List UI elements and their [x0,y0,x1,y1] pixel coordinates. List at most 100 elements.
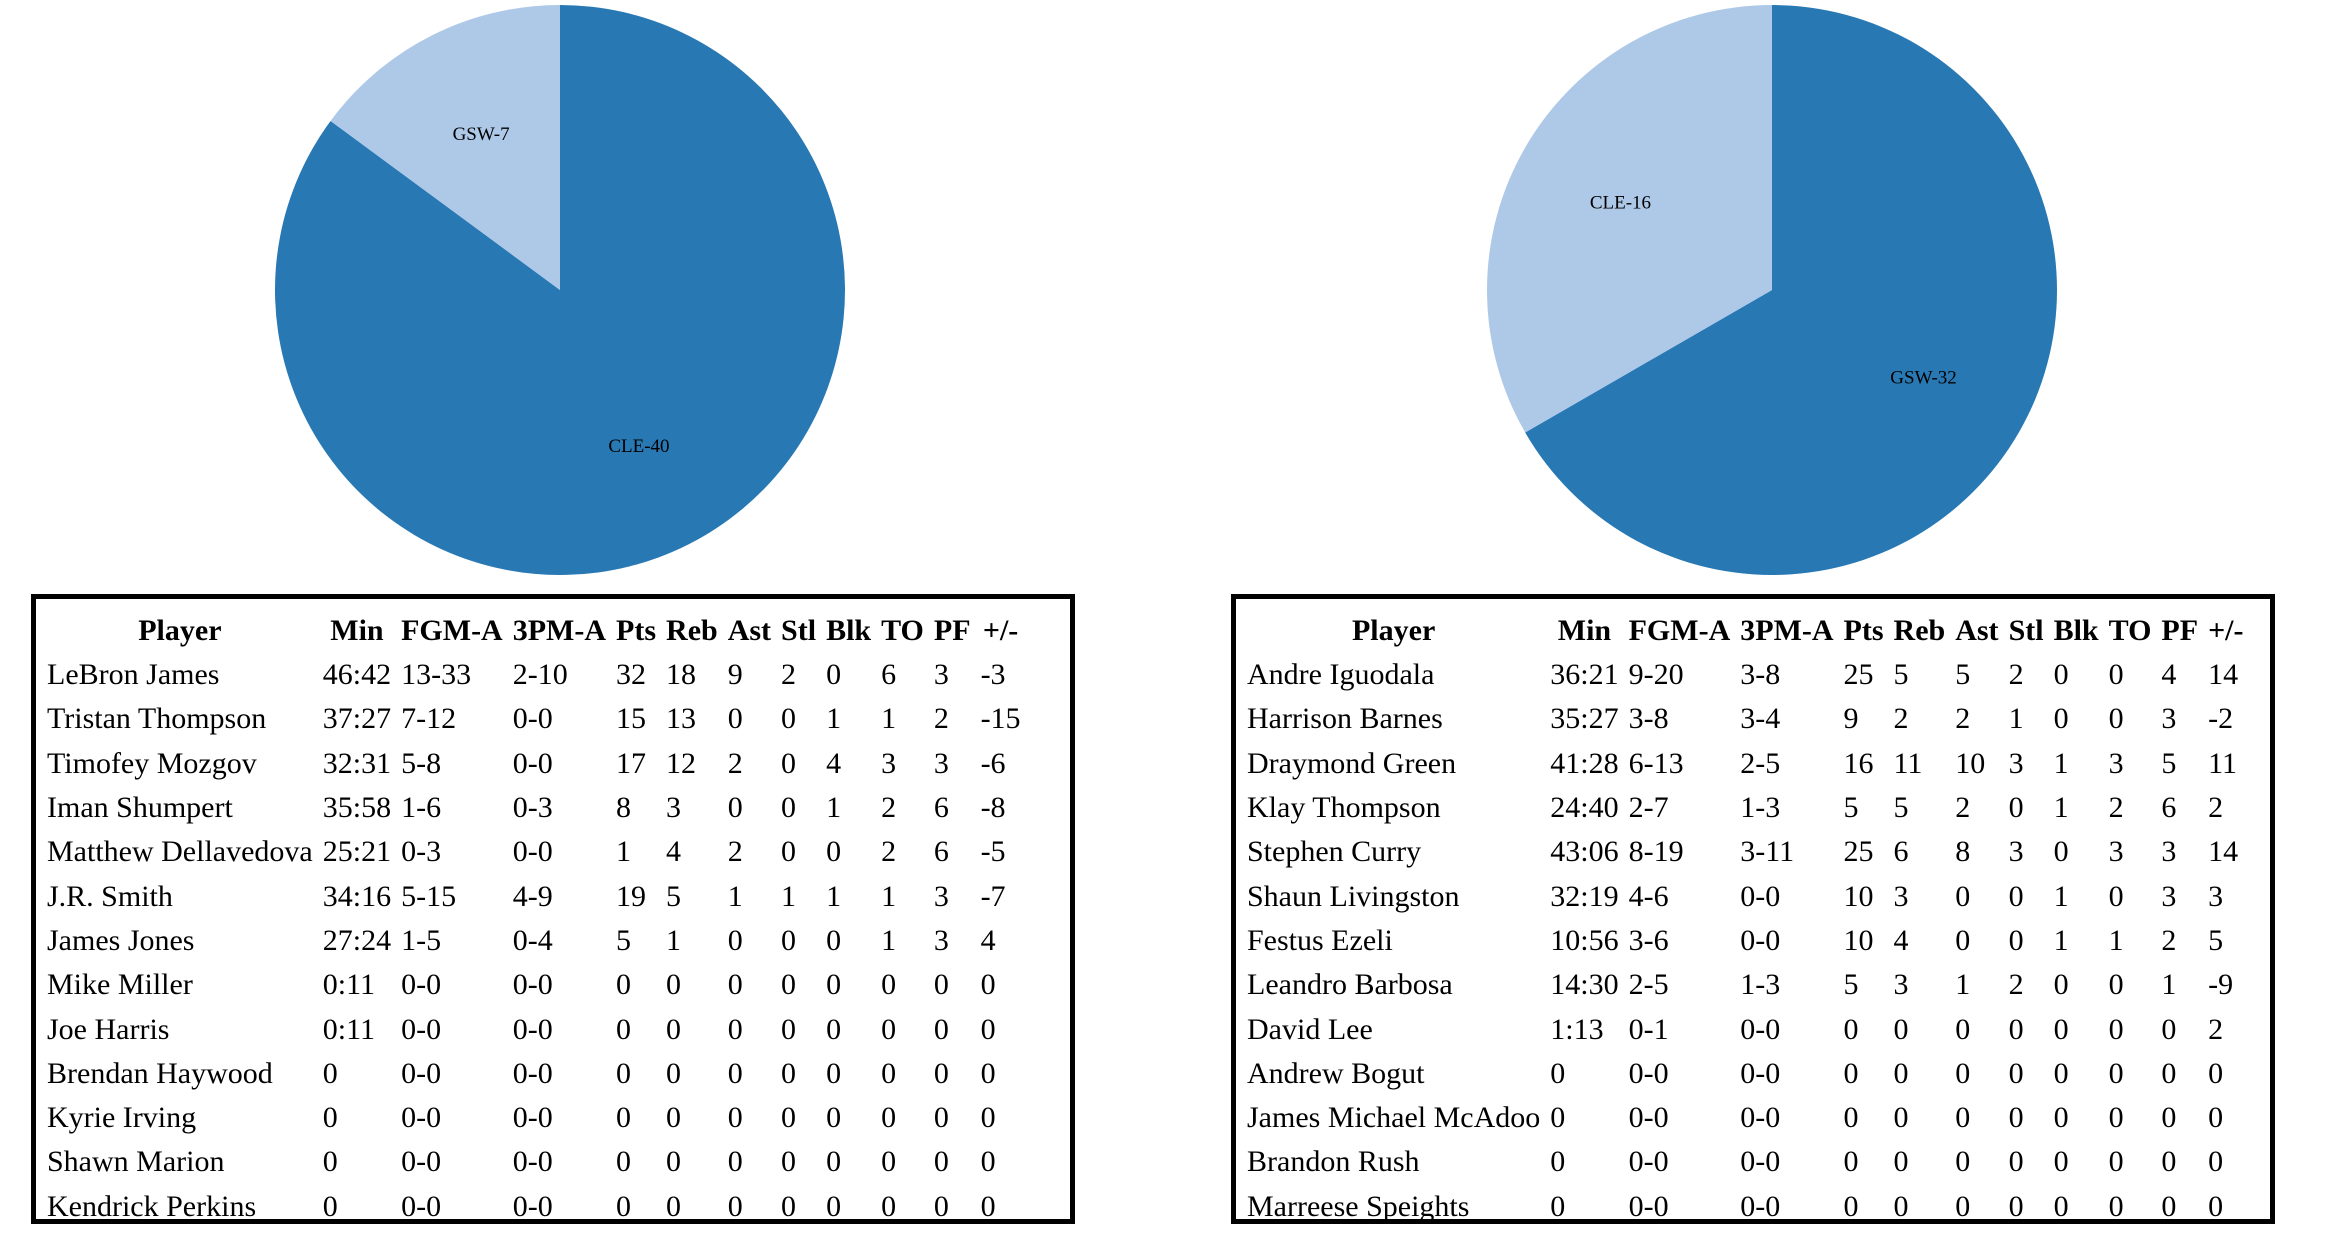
stat-cell: 9 [727,658,743,692]
column-header: TO [2108,614,2152,647]
stat-cell: 2-5 [1628,968,1669,1002]
stat-cell: 0 [980,1056,996,1090]
stat-cell: 1 [826,791,842,825]
stat-cell: 6 [2161,791,2177,825]
stat-cell: 0 [781,1012,797,1046]
stat-cell: -9 [2208,968,2234,1002]
stat-cell: 3 [2161,879,2177,913]
table-row: Mike Miller 0:11 0-0 0-0 0 0 0 0 0 0 0 0 [42,963,1026,1007]
stat-cell: 0 [1550,1101,1566,1135]
column-header: FGM-A [1628,614,1731,647]
stat-cell: 0-0 [401,1056,442,1090]
stat-cell: 5 [1893,791,1909,825]
player-name-cell: Mike Miller [47,968,193,1002]
stat-cell: 0 [881,1145,897,1179]
stat-cell: 0 [933,1056,949,1090]
stat-cell: 27:24 [322,923,392,957]
stat-cell: 0 [2008,1189,2024,1223]
stat-cell: 0:11 [322,968,375,1002]
stat-cell: 0-0 [512,746,553,780]
stat-cell: 0 [2008,1145,2024,1179]
table-row: Timofey Mozgov 32:31 5-8 0-0 17 12 2 0 4 3 3 -6 [42,742,1026,786]
stat-cell: 0 [980,968,996,1002]
stat-cell: 0-0 [1740,1145,1781,1179]
stat-cell: 0 [1955,1189,1971,1223]
stat-cell: -15 [980,702,1021,736]
stat-cell: 2 [727,746,743,780]
stat-cell: 1 [826,879,842,913]
stat-cell: 0-1 [1628,1012,1669,1046]
stat-cell: 0 [2108,879,2124,913]
stat-cell: 0 [781,968,797,1002]
stat-cell: 3 [2108,835,2124,869]
stat-cell: -5 [980,835,1006,869]
stat-cell: 0 [781,1056,797,1090]
stat-cell: 2 [2208,1012,2224,1046]
column-header: +/- [982,614,1019,647]
stat-cell: 35:27 [1550,702,1619,736]
stat-cell: 35:58 [322,791,392,825]
player-name-cell: James Michael McAdoo [1247,1101,1541,1135]
stat-cell: 0 [2161,1101,2177,1135]
stat-cell: 0 [2108,968,2124,1002]
table-row: Festus Ezeli 10:56 3-6 0-0 10 4 0 0 1 1 2 5 [1242,919,2249,963]
box-score-table-right: Player Min FGM-A 3PM-A Pts Reb Ast Stl Blk TO PF +/… [1231,594,2275,1224]
stat-cell: 1 [781,879,797,913]
stat-cell: 0 [826,1101,842,1135]
stat-cell: 1 [2053,923,2069,957]
stat-cell: 11 [2208,746,2237,780]
stat-cell: 0 [2053,835,2069,869]
stat-cell: 0 [1955,1056,1971,1090]
stat-cell: 0-0 [512,835,553,869]
stat-cell: 0 [933,1012,949,1046]
stat-cell: 32 [616,658,647,692]
stat-cell: 0 [666,1056,682,1090]
column-header: FGM-A [401,614,503,647]
stat-cell: 0 [2108,1012,2124,1046]
stat-cell: 1 [2053,879,2069,913]
table-row: Andrew Bogut 0 0-0 0-0 0 0 0 0 0 0 0 0 [1242,1052,2249,1096]
stat-cell: 15 [616,702,647,736]
stat-cell: 2 [2008,658,2024,692]
table-row: Stephen Curry 43:06 8-19 3-11 25 6 8 3 0 3 3 14 [1242,830,2249,874]
stat-cell: 1 [616,835,632,869]
player-name-cell: Harrison Barnes [1247,702,1443,736]
stat-cell: 0 [781,1189,797,1223]
stat-cell: 5 [1893,658,1909,692]
stat-cell: -2 [2208,702,2234,736]
stat-cell: 24:40 [1550,791,1619,825]
stat-cell: 1 [666,923,682,957]
stat-cell: 0 [826,923,842,957]
stat-cell: 0 [666,1145,682,1179]
stat-cell: 1 [2161,968,2177,1002]
stat-cell: 46:42 [322,658,392,692]
stat-cell: 2-7 [1628,791,1669,825]
stat-cell: 0 [322,1101,338,1135]
stat-cell: 0 [2208,1145,2224,1179]
column-header: Pts [616,614,657,647]
stat-cell: 0-0 [512,1056,553,1090]
stat-cell: -8 [980,791,1006,825]
column-header: PF [933,614,971,647]
stat-cell: 0 [826,1012,842,1046]
stat-cell: 0-0 [512,1012,553,1046]
stat-cell: 0-0 [1628,1101,1669,1135]
stat-cell: 0 [2108,1056,2124,1090]
stat-cell: 0 [881,1056,897,1090]
player-name-cell: Timofey Mozgov [47,746,257,780]
table-row: Kyrie Irving 0 0-0 0-0 0 0 0 0 0 0 0 0 [42,1096,1026,1140]
column-header: Player [138,614,222,647]
stat-cell: 32:31 [322,746,392,780]
stat-cell: 0 [666,968,682,1002]
player-name-cell: Iman Shumpert [47,791,233,825]
stat-cell: 37:27 [322,702,392,736]
pie-slice-label: CLE-16 [1590,193,1651,214]
stat-cell: 0 [980,1101,996,1135]
stat-cell: 0 [727,1189,743,1223]
stat-cell: 0 [1955,879,1971,913]
stat-cell: 5 [666,879,682,913]
stat-cell: 0 [826,1145,842,1179]
stat-cell: 4 [1893,923,1909,957]
table-row: Marreese Speights 0 0-0 0-0 0 0 0 0 0 0 0 0 [1242,1185,2249,1229]
table-row: Shawn Marion 0 0-0 0-0 0 0 0 0 0 0 0 0 [42,1140,1026,1184]
